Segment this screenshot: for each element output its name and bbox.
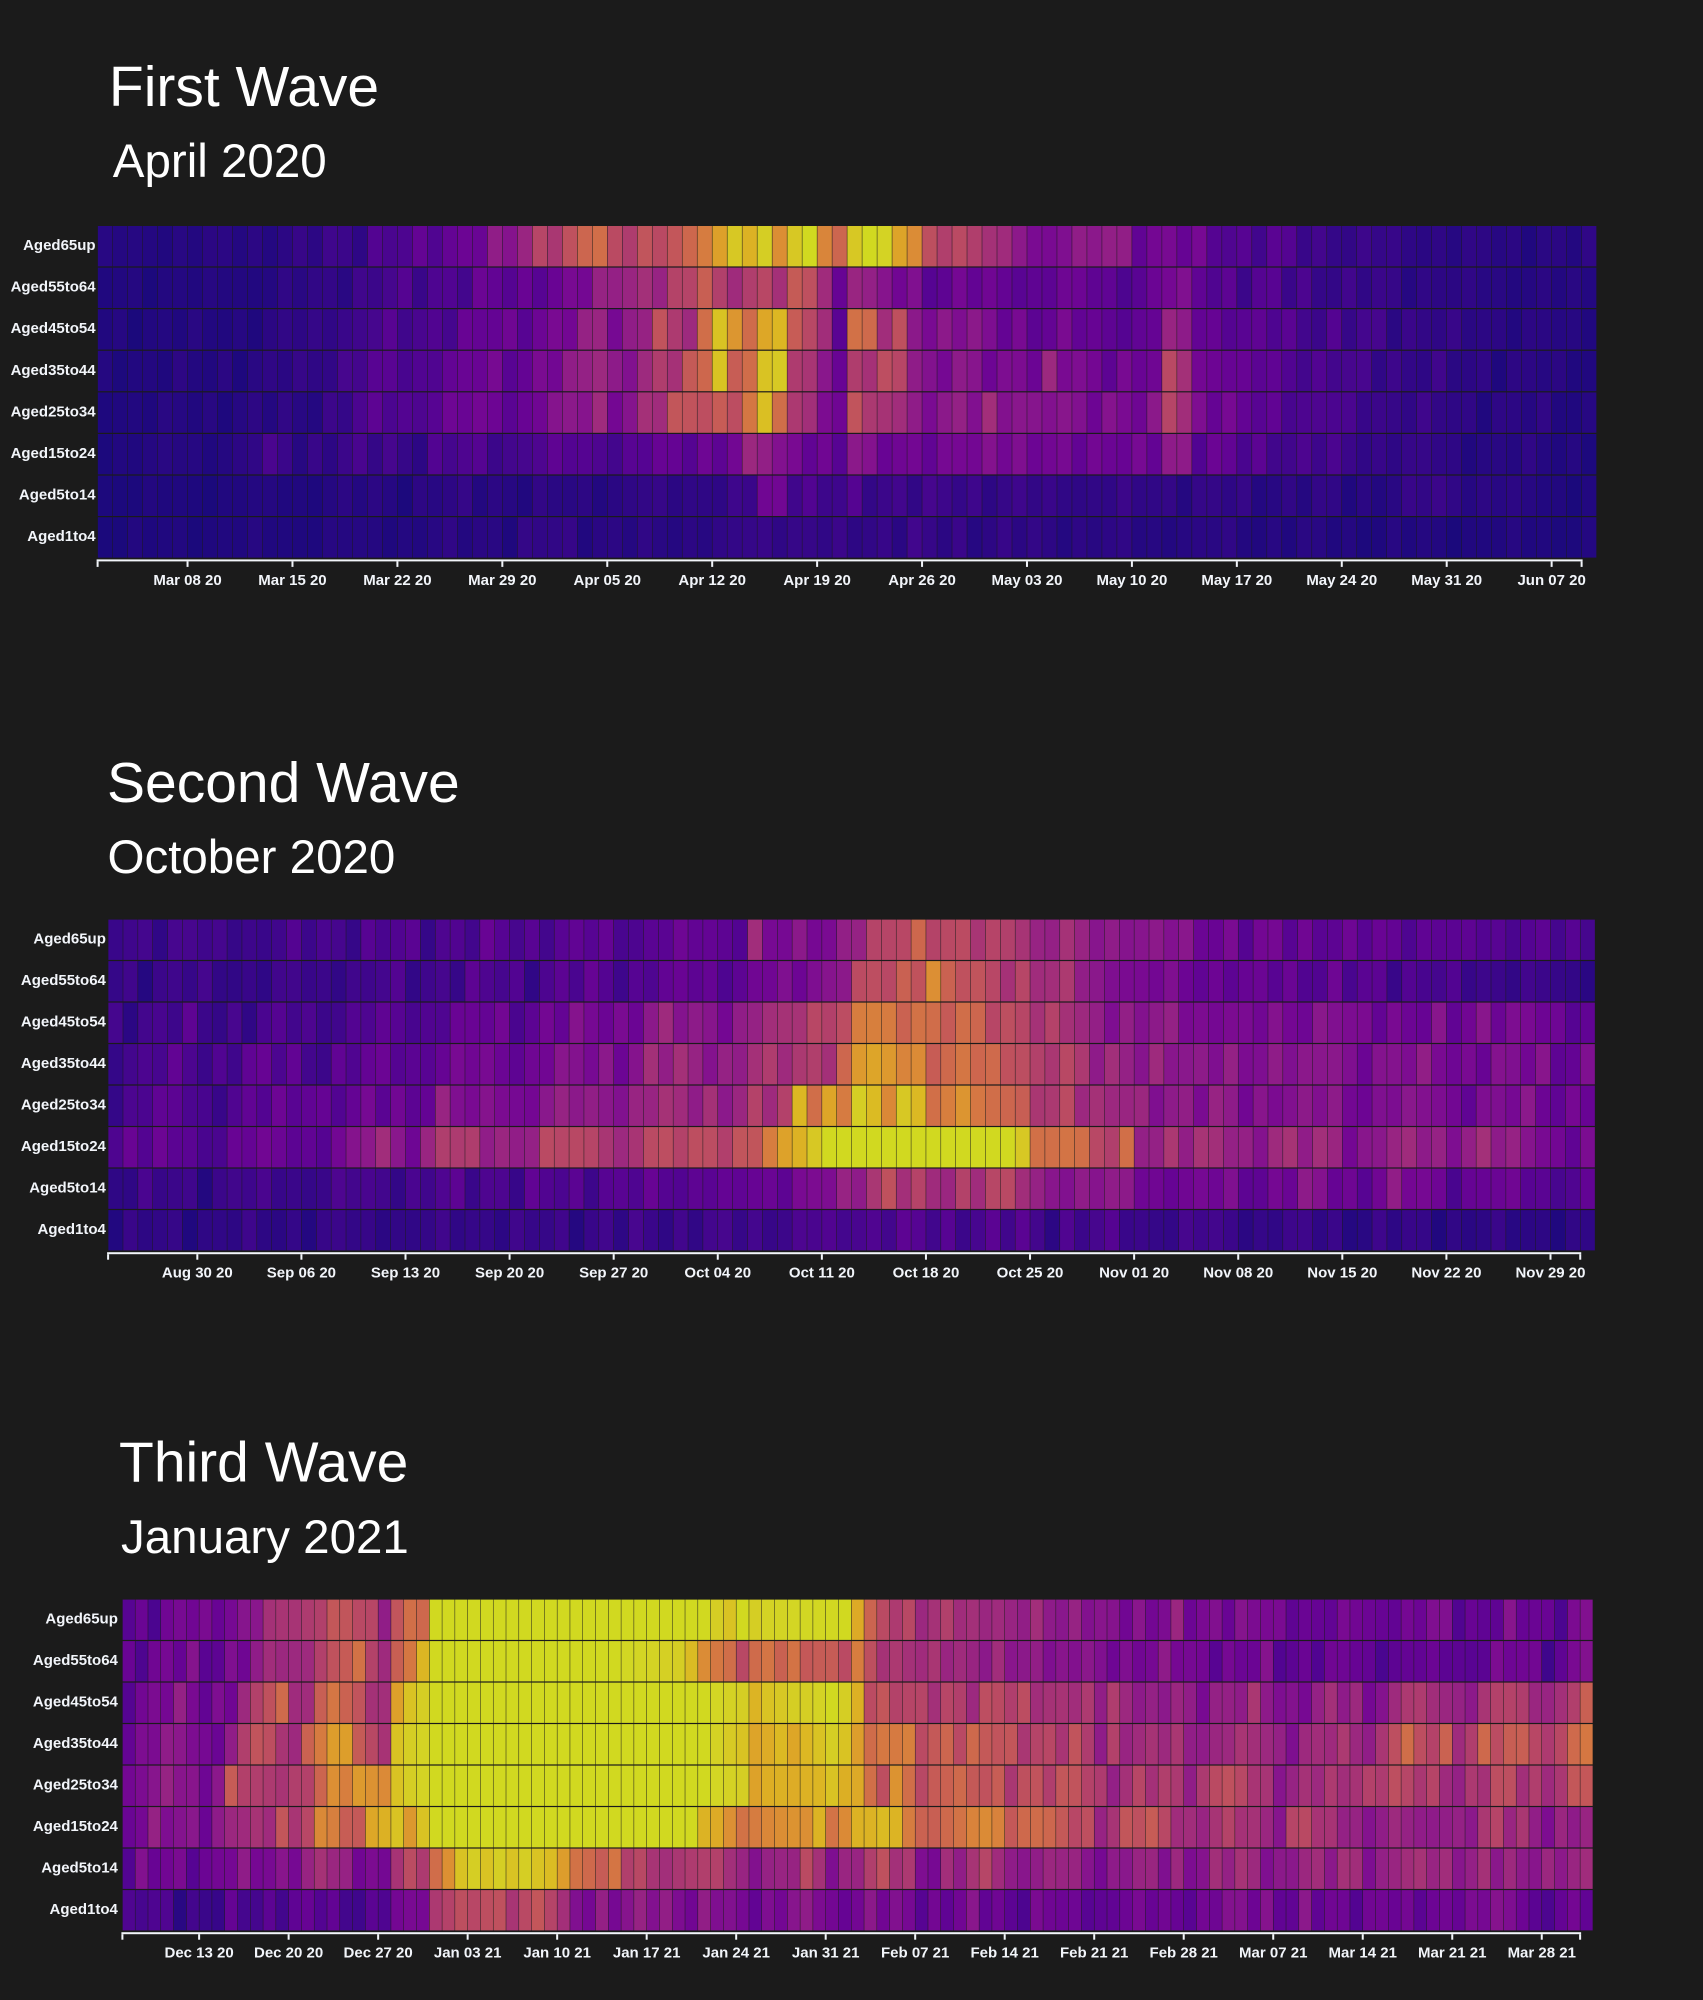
svg-text:Aged65up: Aged65up bbox=[45, 1611, 118, 1628]
svg-text:Oct 11 20: Oct 11 20 bbox=[789, 1265, 855, 1282]
svg-text:Jan 24 21: Jan 24 21 bbox=[702, 1945, 770, 1962]
svg-text:April 2020: April 2020 bbox=[113, 135, 327, 188]
svg-text:Aged55to64: Aged55to64 bbox=[11, 279, 97, 296]
svg-text:Jan 17 21: Jan 17 21 bbox=[613, 1945, 681, 1962]
svg-text:Aged35to44: Aged35to44 bbox=[21, 1055, 107, 1072]
svg-text:Aged35to44: Aged35to44 bbox=[11, 362, 97, 379]
svg-text:Mar 15 20: Mar 15 20 bbox=[258, 572, 326, 589]
svg-text:Mar 29 20: Mar 29 20 bbox=[468, 572, 536, 589]
svg-text:Jun 07 20: Jun 07 20 bbox=[1517, 572, 1585, 589]
svg-text:Mar 21 21: Mar 21 21 bbox=[1418, 1945, 1486, 1962]
svg-text:Aged5to14: Aged5to14 bbox=[19, 487, 96, 504]
svg-text:Feb 14 21: Feb 14 21 bbox=[971, 1945, 1039, 1962]
svg-text:Sep 06 20: Sep 06 20 bbox=[267, 1265, 336, 1282]
svg-text:Aged1to4: Aged1to4 bbox=[38, 1221, 107, 1238]
svg-text:Aged45to54: Aged45to54 bbox=[11, 320, 97, 337]
svg-text:Dec 27 20: Dec 27 20 bbox=[344, 1945, 413, 1962]
svg-text:Aug 30 20: Aug 30 20 bbox=[162, 1265, 233, 1282]
svg-text:Mar 22 20: Mar 22 20 bbox=[363, 572, 431, 589]
svg-text:October 2020: October 2020 bbox=[108, 831, 396, 884]
svg-text:Sep 20 20: Sep 20 20 bbox=[475, 1265, 544, 1282]
svg-text:Mar 28 21: Mar 28 21 bbox=[1508, 1945, 1576, 1962]
svg-text:May 24 20: May 24 20 bbox=[1306, 572, 1377, 589]
svg-text:Oct 18 20: Oct 18 20 bbox=[893, 1265, 960, 1282]
svg-text:Aged45to54: Aged45to54 bbox=[21, 1014, 107, 1031]
svg-text:Nov 22 20: Nov 22 20 bbox=[1411, 1265, 1481, 1282]
svg-text:Feb 07 21: Feb 07 21 bbox=[881, 1945, 949, 1962]
svg-text:Nov 15 20: Nov 15 20 bbox=[1307, 1265, 1377, 1282]
svg-text:Mar 08 20: Mar 08 20 bbox=[153, 572, 221, 589]
svg-text:Jan 31 21: Jan 31 21 bbox=[792, 1945, 860, 1962]
svg-text:May 31 20: May 31 20 bbox=[1411, 572, 1482, 589]
svg-text:Sep 13 20: Sep 13 20 bbox=[371, 1265, 440, 1282]
svg-text:Aged65up: Aged65up bbox=[23, 237, 96, 254]
svg-text:Aged55to64: Aged55to64 bbox=[21, 972, 107, 989]
svg-text:Apr 05 20: Apr 05 20 bbox=[573, 572, 641, 589]
svg-text:Nov 08 20: Nov 08 20 bbox=[1203, 1265, 1273, 1282]
svg-text:Aged25to34: Aged25to34 bbox=[33, 1777, 119, 1794]
svg-text:Nov 29 20: Nov 29 20 bbox=[1515, 1265, 1585, 1282]
svg-text:Feb 28 21: Feb 28 21 bbox=[1150, 1945, 1218, 1962]
svg-text:Jan 10 21: Jan 10 21 bbox=[523, 1945, 591, 1962]
svg-text:Aged25to34: Aged25to34 bbox=[11, 403, 97, 420]
svg-text:Apr 12 20: Apr 12 20 bbox=[678, 572, 746, 589]
svg-text:May 17 20: May 17 20 bbox=[1201, 572, 1272, 589]
svg-text:Aged25to34: Aged25to34 bbox=[21, 1097, 107, 1114]
svg-text:Aged1to4: Aged1to4 bbox=[50, 1901, 119, 1918]
svg-text:Aged35to44: Aged35to44 bbox=[33, 1735, 119, 1752]
svg-text:Oct 04 20: Oct 04 20 bbox=[684, 1265, 751, 1282]
svg-text:Third Wave: Third Wave bbox=[119, 1431, 408, 1495]
svg-text:Aged1to4: Aged1to4 bbox=[27, 528, 96, 545]
svg-text:Jan 03 21: Jan 03 21 bbox=[434, 1945, 502, 1962]
svg-text:Aged65up: Aged65up bbox=[33, 931, 106, 948]
svg-text:Aged15to24: Aged15to24 bbox=[21, 1138, 107, 1155]
svg-text:Aged15to24: Aged15to24 bbox=[11, 445, 97, 462]
svg-text:Aged5to14: Aged5to14 bbox=[29, 1180, 106, 1197]
svg-text:Aged15to24: Aged15to24 bbox=[33, 1818, 119, 1835]
svg-text:Mar 14 21: Mar 14 21 bbox=[1329, 1945, 1397, 1962]
svg-text:First Wave: First Wave bbox=[109, 55, 379, 119]
svg-text:Aged55to64: Aged55to64 bbox=[33, 1652, 119, 1669]
svg-text:Mar 07 21: Mar 07 21 bbox=[1239, 1945, 1307, 1962]
svg-text:Aged5to14: Aged5to14 bbox=[41, 1860, 118, 1877]
svg-text:Apr 26 20: Apr 26 20 bbox=[888, 572, 956, 589]
svg-text:January 2021: January 2021 bbox=[121, 1511, 409, 1564]
svg-text:Oct 25 20: Oct 25 20 bbox=[997, 1265, 1064, 1282]
svg-text:Feb 21 21: Feb 21 21 bbox=[1060, 1945, 1128, 1962]
svg-text:May 10 20: May 10 20 bbox=[1096, 572, 1167, 589]
svg-text:Dec 13 20: Dec 13 20 bbox=[165, 1945, 234, 1962]
svg-text:May 03 20: May 03 20 bbox=[992, 572, 1063, 589]
svg-text:Apr 19 20: Apr 19 20 bbox=[783, 572, 851, 589]
svg-text:Sep 27 20: Sep 27 20 bbox=[579, 1265, 648, 1282]
svg-text:Dec 20 20: Dec 20 20 bbox=[254, 1945, 323, 1962]
svg-text:Nov 01 20: Nov 01 20 bbox=[1099, 1265, 1169, 1282]
svg-text:Second Wave: Second Wave bbox=[107, 751, 460, 815]
svg-text:Aged45to54: Aged45to54 bbox=[33, 1694, 119, 1711]
